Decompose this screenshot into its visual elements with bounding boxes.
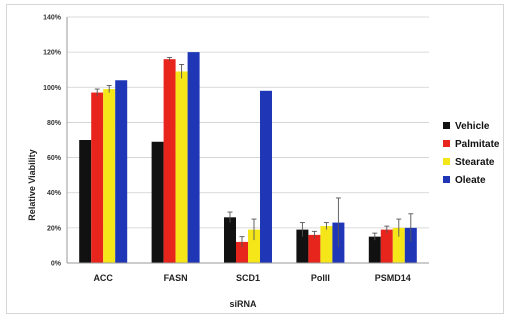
legend-label-vehicle: Vehicle — [455, 121, 490, 132]
axes: 0% 20% 40% 60% 80% 100% 120% 140% ACC FASN SCD1 Pol… — [43, 15, 429, 283]
bar-palmitate-polii — [308, 234, 321, 263]
bar-stearate-scd1 — [248, 229, 260, 263]
legend-swatch-palmitate — [443, 140, 450, 147]
bar-stearate-fasn — [175, 71, 188, 263]
y-tick-label: 100% — [43, 85, 62, 92]
bar-stearate-psmd14 — [392, 227, 405, 263]
legend-swatch-vehicle — [443, 122, 450, 129]
x-tick-label: ACC — [93, 273, 113, 283]
y-tick-label: 80% — [47, 120, 62, 127]
bar-palmitate-scd1 — [236, 241, 248, 263]
bar-stearate-acc — [103, 89, 116, 264]
bar-palmitate-psmd14 — [380, 229, 393, 263]
bar-palmitate-acc — [91, 92, 104, 263]
x-tick-label: SCD1 — [236, 273, 260, 283]
legend: Vehicle Palmitate Stearate Oleate — [443, 121, 500, 186]
bar-vehicle-acc — [79, 140, 92, 263]
y-tick-label: 140% — [43, 15, 62, 22]
legend-label-palmitate: Palmitate — [455, 139, 500, 150]
bar-vehicle-polii — [296, 229, 309, 263]
x-axis-title: siRNA — [229, 299, 257, 309]
y-tick-label: 0% — [51, 261, 62, 268]
gridlines — [67, 16, 429, 229]
legend-swatch-stearate — [443, 158, 450, 165]
y-tick-label: 120% — [43, 50, 62, 57]
bar-oleate-acc — [115, 80, 128, 263]
legend-label-stearate: Stearate — [455, 157, 495, 168]
bar-vehicle-psmd14 — [368, 236, 381, 263]
bar-oleate-psmd14 — [404, 227, 417, 263]
bar-chart: 0% 20% 40% 60% 80% 100% 120% 140% ACC FASN SCD1 Pol… — [27, 15, 500, 310]
chart-frame: 0% 20% 40% 60% 80% 100% 120% 140% ACC FASN SCD1 Pol… — [6, 4, 504, 314]
bars — [79, 52, 417, 264]
legend-label-oleate: Oleate — [455, 175, 486, 186]
bar-vehicle-scd1 — [224, 217, 236, 263]
y-tick-label: 40% — [47, 190, 62, 197]
y-tick-label: 20% — [47, 225, 62, 232]
x-tick-label: PSMD14 — [375, 273, 411, 283]
bar-vehicle-fasn — [151, 141, 164, 263]
bar-oleate-scd1 — [260, 90, 272, 263]
x-tick-label: PolII — [311, 273, 330, 283]
y-axis-title: Relative Viability — [27, 149, 37, 220]
bar-stearate-polii — [320, 226, 333, 263]
bar-oleate-fasn — [187, 52, 200, 264]
bar-palmitate-fasn — [163, 59, 176, 263]
x-tick-label: FASN — [164, 273, 188, 283]
y-tick-label: 60% — [47, 155, 62, 162]
legend-swatch-oleate — [443, 176, 450, 183]
